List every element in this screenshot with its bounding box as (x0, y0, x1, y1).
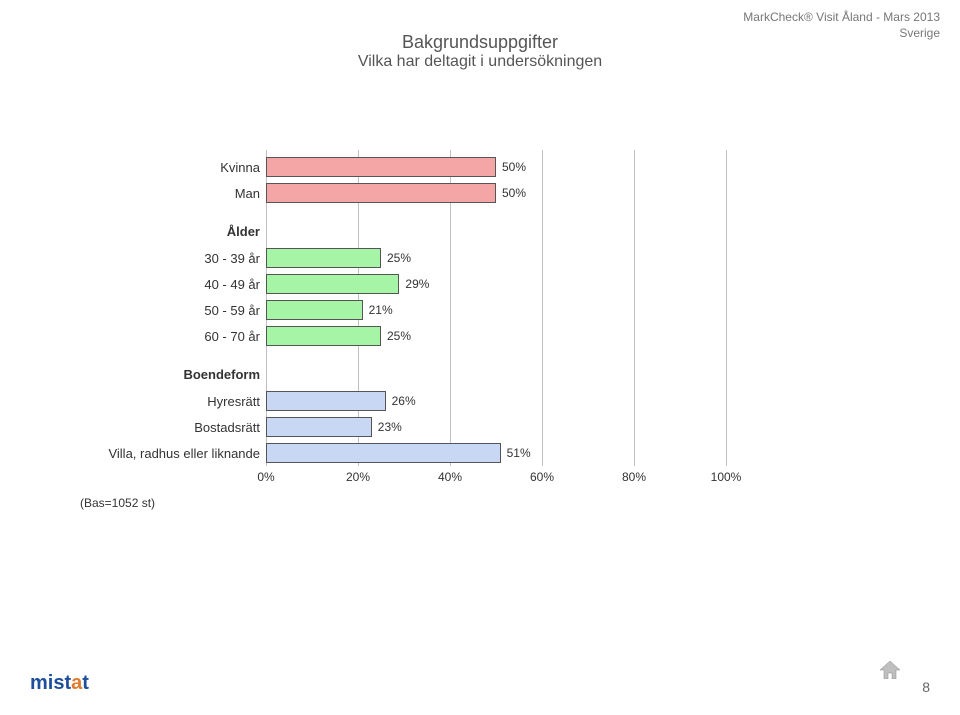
bar (266, 417, 372, 437)
chart-row: 50 - 59 år 21% (80, 297, 780, 323)
bar (266, 391, 386, 411)
home-icon[interactable] (880, 661, 900, 679)
chart-row: 60 - 70 år 25% (80, 323, 780, 349)
section-header: Ålder (80, 224, 260, 239)
row-label: Bostadsrätt (80, 420, 266, 435)
row-plot: 25% (266, 245, 726, 271)
bar-chart: Kvinna 50% Man 50% Ålder 30 - 39 år 25% 40 - 49… (80, 150, 780, 488)
row-plot: 29% (266, 271, 726, 297)
value-label: 23% (372, 420, 402, 434)
bar (266, 157, 496, 177)
title-main: Bakgrundsuppgifter (290, 32, 670, 53)
row-label: 50 - 59 år (80, 303, 266, 318)
logo-part-t: t (82, 672, 89, 694)
logo-part-a: a (71, 672, 82, 694)
bar (266, 326, 381, 346)
row-label: 60 - 70 år (80, 329, 266, 344)
row-plot: 23% (266, 414, 726, 440)
section-header: Boendeform (80, 367, 260, 382)
chart-row: 30 - 39 år 25% (80, 245, 780, 271)
header-line2: Sverige (743, 26, 940, 42)
row-label: Kvinna (80, 160, 266, 175)
row-label: Villa, radhus eller liknande (80, 446, 266, 461)
chart-row: Hyresrätt 26% (80, 388, 780, 414)
row-plot: 21% (266, 297, 726, 323)
report-header: MarkCheck® Visit Åland - Mars 2013 Sveri… (743, 10, 940, 41)
value-label: 29% (399, 277, 429, 291)
chart-row: Kvinna 50% (80, 154, 780, 180)
title-block: Bakgrundsuppgifter Vilka har deltagit i … (290, 32, 670, 71)
value-label: 50% (496, 186, 526, 200)
page-number: 8 (922, 679, 930, 695)
row-label: 40 - 49 år (80, 277, 266, 292)
axis-tick: 20% (346, 470, 370, 484)
bar (266, 183, 496, 203)
axis-tick: 80% (622, 470, 646, 484)
value-label: 21% (363, 303, 393, 317)
x-axis: 0% 20% 40% 60% 80% 100% (80, 470, 780, 488)
bar (266, 274, 399, 294)
value-label: 25% (381, 329, 411, 343)
chart-row: Man 50% (80, 180, 780, 206)
bar (266, 300, 363, 320)
value-label: 51% (501, 446, 531, 460)
row-label: Man (80, 186, 266, 201)
row-plot: 51% (266, 440, 726, 466)
row-plot: 25% (266, 323, 726, 349)
axis-tick: 60% (530, 470, 554, 484)
logo-part-st: st (53, 672, 71, 694)
header-line1: MarkCheck® Visit Åland - Mars 2013 (743, 10, 940, 26)
row-plot: 50% (266, 154, 726, 180)
bar (266, 248, 381, 268)
title-sub: Vilka har deltagit i undersökningen (290, 53, 670, 71)
chart-row: Villa, radhus eller liknande 51% (80, 440, 780, 466)
row-plot: 26% (266, 388, 726, 414)
value-label: 26% (386, 394, 416, 408)
row-label: Hyresrätt (80, 394, 266, 409)
logo: mistat (30, 672, 89, 695)
chart-row: 40 - 49 år 29% (80, 271, 780, 297)
base-note: (Bas=1052 st) (80, 496, 155, 510)
axis-tick: 40% (438, 470, 462, 484)
row-label: 30 - 39 år (80, 251, 266, 266)
bar (266, 443, 501, 463)
logo-part-mi: mi (30, 672, 53, 694)
value-label: 50% (496, 160, 526, 174)
axis-tick: 0% (257, 470, 274, 484)
row-plot: 50% (266, 180, 726, 206)
axis-tick: 100% (711, 470, 742, 484)
chart-row: Bostadsrätt 23% (80, 414, 780, 440)
value-label: 25% (381, 251, 411, 265)
